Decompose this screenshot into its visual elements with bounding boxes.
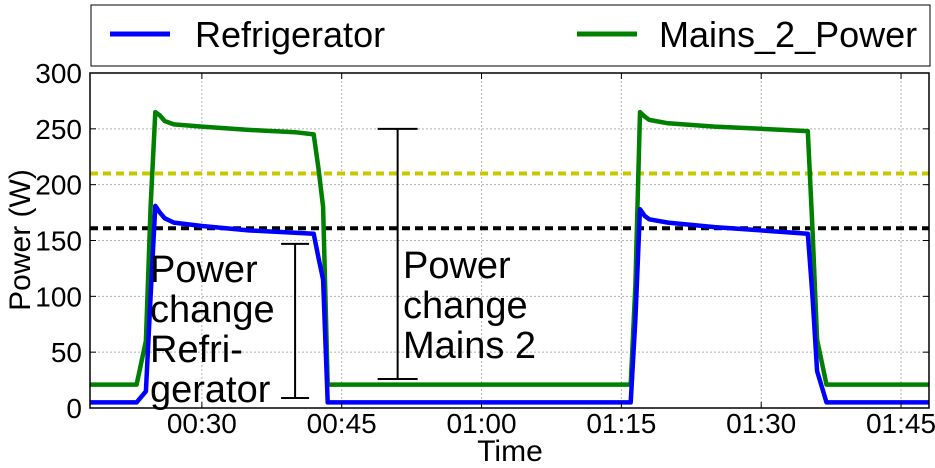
y-tick-label: 100	[35, 281, 82, 312]
x-tick-label: 01:30	[726, 408, 796, 439]
x-tick-label: 01:45	[866, 408, 935, 439]
annotations: PowerchangeRefri-geratorPowerchangeMains…	[150, 127, 536, 411]
y-tick-label: 50	[51, 337, 82, 368]
annotation-text-line: Mains 2	[403, 325, 536, 367]
annotation-text-line: Power	[403, 245, 511, 287]
reference-lines	[90, 171, 929, 231]
y-tick-label: 200	[35, 170, 82, 201]
legend-label-refrigerator: Refrigerator	[195, 14, 385, 55]
series-line-mains-2-power	[90, 109, 929, 387]
annotation-text-line: change	[403, 285, 528, 327]
x-tick-label: 01:00	[446, 408, 516, 439]
annotation-text-line: Refri-	[150, 329, 243, 371]
x-tick-label: 00:45	[307, 408, 377, 439]
y-tick-label: 300	[35, 58, 82, 89]
x-axis-ticks: 00:30 00:45 01:00 01:15 01:30 01:45	[167, 73, 935, 439]
x-tick-label: 00:30	[167, 408, 237, 439]
y-axis-ticks: 0 50 100 150 200 250 300	[35, 58, 929, 424]
y-axis-label: Power (W)	[4, 169, 37, 311]
annotation-text-line: change	[150, 289, 275, 331]
x-axis-label: Time	[477, 435, 543, 468]
annotation-text-line: gerator	[150, 369, 271, 411]
annotation-text-line: Power	[150, 249, 258, 291]
x-tick-label: 01:15	[586, 408, 656, 439]
y-tick-label: 0	[66, 393, 82, 424]
y-tick-label: 250	[35, 114, 82, 145]
legend-label-mains2: Mains_2_Power	[659, 14, 917, 55]
legend-box	[90, 4, 931, 67]
y-tick-label: 150	[35, 226, 82, 257]
